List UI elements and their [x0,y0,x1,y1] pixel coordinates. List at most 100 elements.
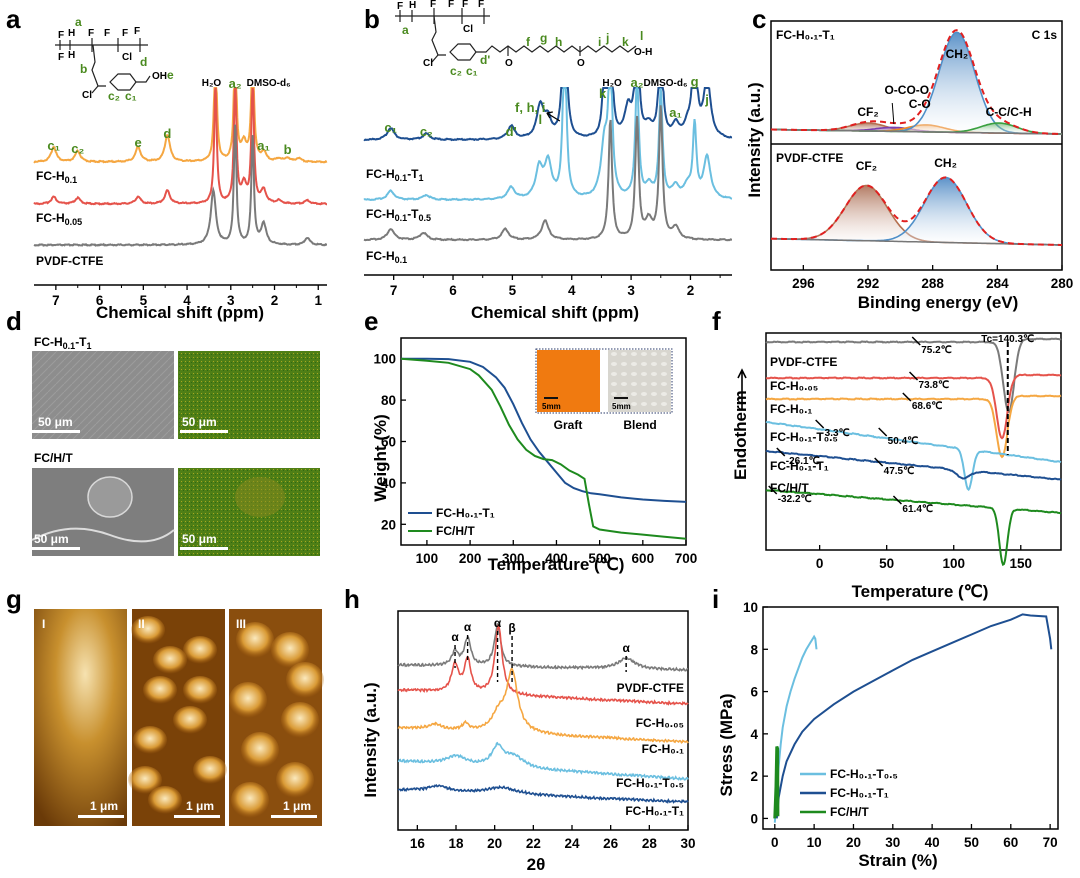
peak-label: a₁ [669,105,682,120]
x-tick-label: 100 [416,551,439,566]
peak-label: CH₂ [946,47,969,61]
series-label: FC-H₀.₀₅ [770,379,818,393]
arrow-icon [891,102,895,125]
x-tick-label: 284 [986,276,1009,291]
y-axis-label: Weight (%) [371,414,390,502]
peak-label: l [538,112,542,127]
tg-label: -26.1℃ [786,456,820,467]
x-tick-label: 288 [921,276,944,291]
x-tick-label: 10 [807,835,822,850]
xps-title: C 1s [1032,28,1058,42]
panel-letter-h: h [344,584,360,614]
x-tick-label: 60 [1003,835,1018,850]
tg-label: 47.5℃ [884,466,915,477]
x-tick-label: 50 [879,556,894,571]
peak-label: e [134,135,141,150]
tg-marker [815,419,825,429]
tg-label: 61.4℃ [902,504,933,515]
dsc-line-fc-h0-05 [765,373,1062,440]
scale-label: 5mm [612,402,631,411]
x-tick-label: 280 [1051,276,1074,291]
peak-label: C-O [909,97,931,111]
xrd-line-fc-h0-1 [397,667,689,744]
y-axis-label: Intensity (a.u.) [361,682,380,797]
afm-grain [271,632,309,668]
atom-label: O [577,58,585,69]
y-axis-label: Endotherm [731,390,750,480]
peak-label: a₂ [229,76,242,91]
proton-label: a [75,15,82,29]
proton-label: c₁ [125,89,137,103]
atom-label: F [397,1,403,12]
blend-photo [608,350,671,412]
atom-label: H [409,0,416,11]
y-tick-label: 60 [381,435,396,450]
eds-map-graft [178,351,320,439]
x-axis-label: 2θ [527,855,546,874]
xrd-line-fc-h0-1-t1 [397,783,689,805]
atom-label: Cl [82,90,92,101]
afm-grain [128,766,162,794]
atom-label: H [68,50,75,61]
sem-feature [87,476,133,518]
proton-label: k [622,35,629,49]
x-tick-label: 20 [846,835,861,850]
xps-fit-envelope [771,29,1063,135]
atom-label: F [104,28,110,39]
scale-bar [614,397,628,399]
afm-image-1 [34,609,127,826]
panel-letter-e: e [364,306,378,336]
phase-label: α [494,616,502,630]
series-label: FC-H0.1 [366,249,407,265]
scale-label: 50 μm [182,415,217,429]
peak-label: g [691,74,699,89]
ss-line-fc-h-t [773,745,780,819]
peak-label: b [284,142,292,157]
subplot-label: FC-H₀.₁-T₁ [776,28,835,42]
x-tick-label: 600 [632,551,655,566]
xrd-line-pvdf-ctfe [397,622,688,672]
afm-grain [153,646,187,674]
sem-image-graft [32,351,174,439]
peak-label: CF₂ [856,159,877,173]
x-tick-label: 24 [564,836,580,851]
plot-frame [770,20,1063,271]
tg-marker [874,457,884,467]
x-tick-label: 100 [942,556,965,571]
afm-grain [281,702,319,738]
atom-label: F [58,30,64,41]
scale-label: 50 μm [34,532,69,546]
x-axis-label: Temperature (℃) [852,582,989,601]
plot-frame [762,606,1059,830]
x-tick-label: 4 [183,293,191,308]
x-tick-label: 70 [1043,835,1058,850]
arrow-icon [546,111,561,122]
graft-photo [537,350,600,412]
afm-grain [131,616,165,644]
x-tick-label: 2 [687,283,695,298]
dsc-line-fc-h0-1 [765,394,1062,459]
proton-label: e [167,68,174,82]
inset-border [535,348,673,414]
x-axis-label: Chemical shift (ppm) [96,303,264,322]
afm-grain [143,676,177,704]
x-tick-label: 22 [526,836,541,851]
x-tick-label: 26 [603,836,619,851]
tga-line-fc-h0-1-t1 [401,357,687,503]
peak-label: f, h, i [515,100,545,115]
legend-label: FC/H/T [436,524,475,538]
xps-baseline [771,128,1062,135]
x-tick-label: 400 [545,551,568,566]
scale-bar [544,397,558,399]
series-label: FC-H₀.₀₅ [636,716,684,730]
scale-label: 5mm [542,402,561,411]
x-tick-label: 40 [925,835,940,850]
plot-frame [397,610,689,831]
scale-bar [174,815,220,818]
x-tick-label: 3 [227,293,235,308]
tg-label: 75.2℃ [921,345,952,356]
atom-label: H [68,28,75,39]
y-tick-label: 8 [750,642,758,657]
xrd-line-fc-h0-05 [397,624,689,706]
